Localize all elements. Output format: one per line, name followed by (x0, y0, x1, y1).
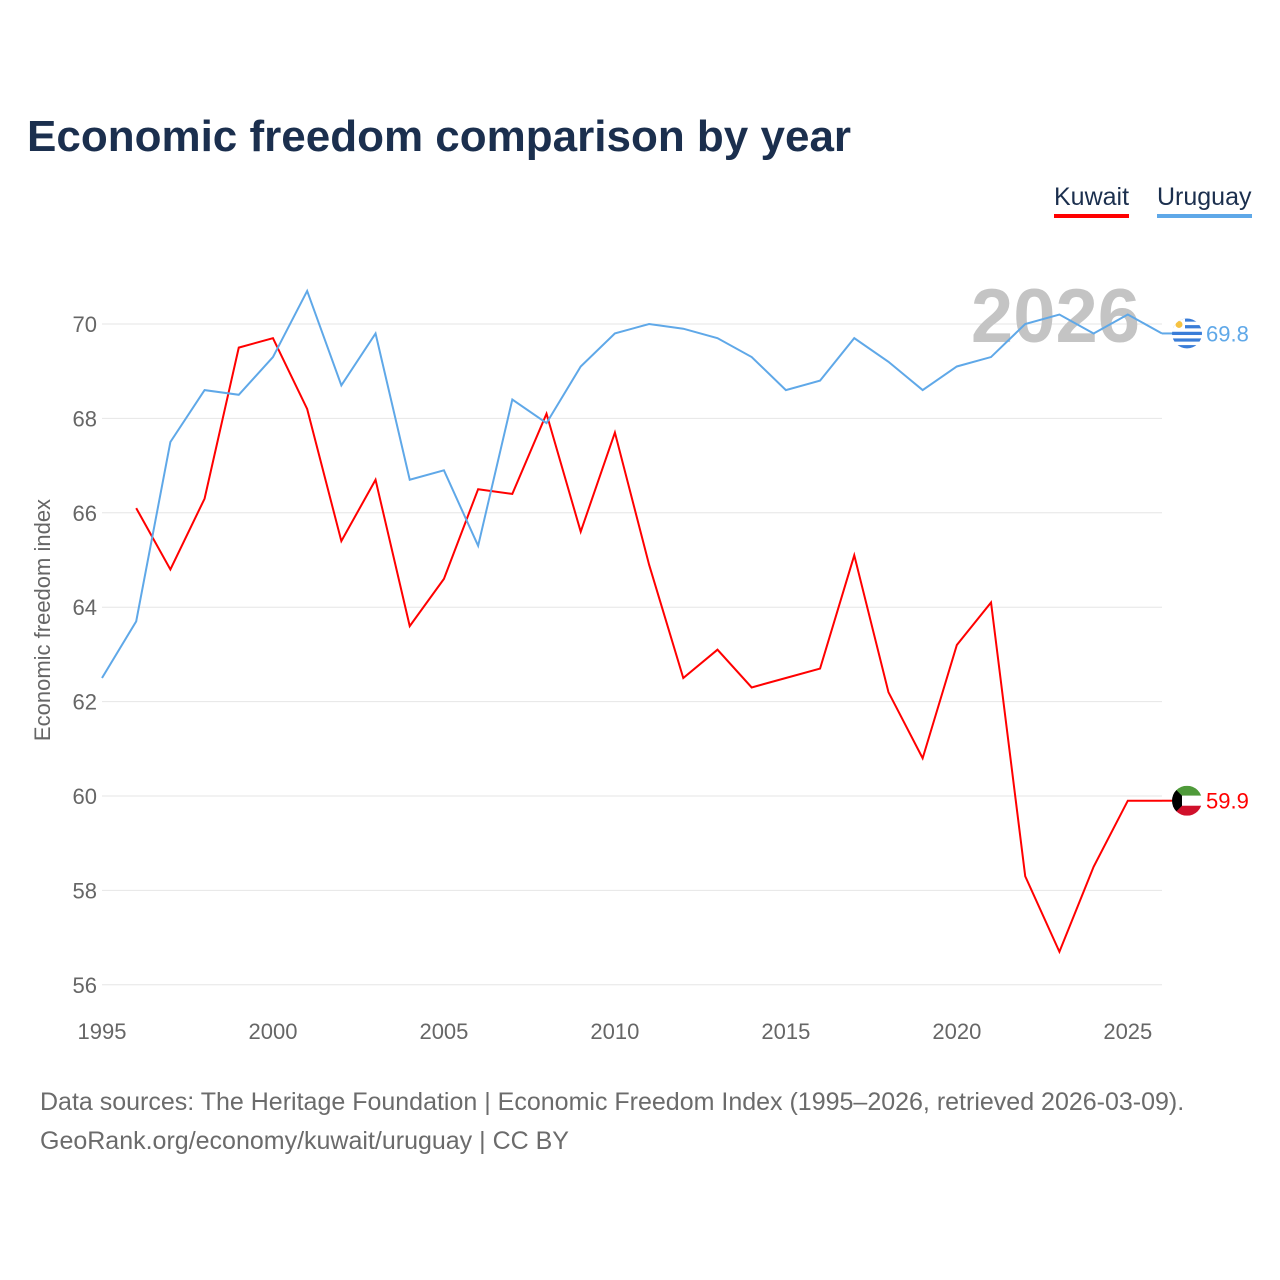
y-axis-label: Economic freedom index (30, 499, 55, 741)
uruguay-sun-icon (1175, 320, 1183, 328)
uruguay-flag-icon (1172, 328, 1202, 332)
uruguay-flag-icon (1172, 338, 1202, 342)
y-tick-label: 60 (73, 784, 97, 809)
uruguay-flag-icon (1172, 345, 1202, 349)
legend-item-kuwait[interactable]: Kuwait (1054, 183, 1130, 218)
x-tick-label: 2005 (419, 1019, 468, 1044)
source-text: Data sources: The Heritage Foundation | … (40, 1088, 1185, 1116)
y-tick-label: 56 (73, 973, 97, 998)
y-tick-label: 70 (73, 312, 97, 337)
end-value-label-uruguay: 69.8 (1206, 321, 1249, 346)
uruguay-flag-icon (1172, 321, 1202, 326)
kuwait-flag-icon (1172, 805, 1202, 816)
series-line-kuwait (135, 336, 1162, 955)
y-tick-label: 66 (73, 501, 97, 526)
y-tick-label: 58 (73, 878, 97, 903)
y-tick-label: 68 (73, 406, 97, 431)
source-url: GeoRank.org/economy/kuwait/uruguay | CC … (40, 1127, 569, 1155)
x-tick-label: 1995 (78, 1019, 127, 1044)
end-value-label-kuwait: 59.9 (1206, 789, 1249, 814)
uruguay-flag-icon (1172, 325, 1202, 329)
uruguay-flag-icon (1172, 335, 1202, 339)
x-tick-label: 2015 (761, 1019, 810, 1044)
series-line-uruguay (101, 288, 1163, 679)
x-tick-label: 2025 (1103, 1019, 1152, 1044)
y-tick-label: 62 (73, 690, 97, 715)
x-tick-label: 2020 (932, 1019, 981, 1044)
x-tick-label: 2010 (590, 1019, 639, 1044)
kuwait-flag-icon (1172, 795, 1202, 806)
kuwait-flag-icon (1172, 785, 1202, 796)
uruguay-flag-icon (1172, 331, 1202, 336)
y-tick-label: 64 (73, 595, 97, 620)
x-tick-label: 2000 (248, 1019, 297, 1044)
uruguay-flag-icon (1172, 341, 1202, 346)
chart-title: Economic freedom comparison by year (27, 112, 852, 161)
uruguay-flag-icon (1172, 318, 1202, 322)
legend-item-uruguay[interactable]: Uruguay (1157, 183, 1252, 218)
kuwait-flag-icon (1172, 785, 1182, 816)
